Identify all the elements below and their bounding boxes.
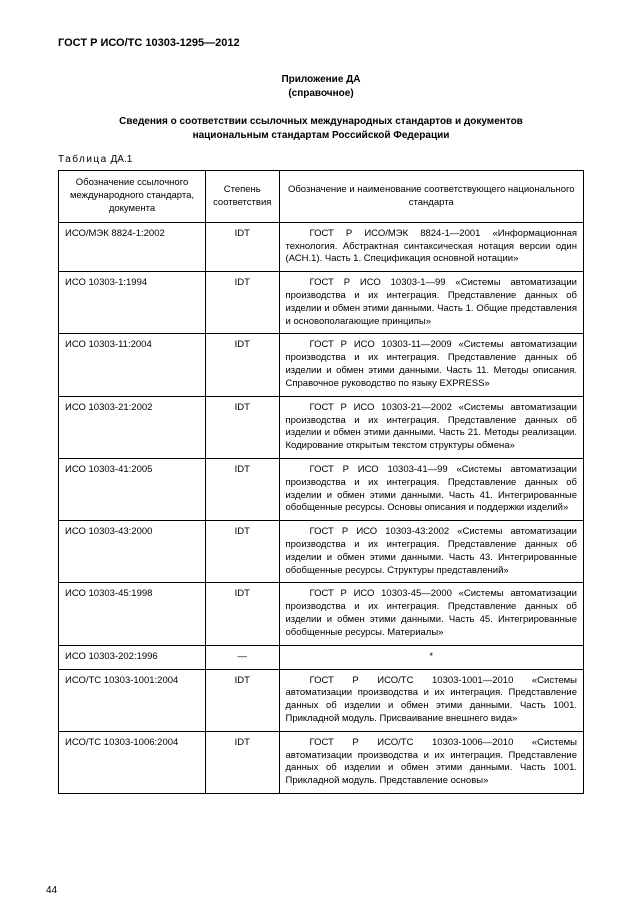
cell-description: ГОСТ Р ИСО 10303-21—2002 «Системы автома… [279, 396, 584, 458]
table-body: ИСО/МЭК 8824-1:2002IDTГОСТ Р ИСО/МЭК 882… [59, 222, 584, 793]
cell-degree: IDT [206, 396, 280, 458]
cell-degree: IDT [206, 272, 280, 334]
cell-degree: IDT [206, 458, 280, 520]
page-number: 44 [46, 884, 57, 898]
cell-reference: ИСО/ТС 10303-1001:2004 [59, 669, 206, 731]
table-row: ИСО 10303-202:1996—* [59, 645, 584, 669]
appendix-subtitle: (справочное) [58, 87, 584, 101]
table-caption-suffix: ДА.1 [108, 154, 133, 165]
cell-reference: ИСО 10303-202:1996 [59, 645, 206, 669]
cell-degree: IDT [206, 222, 280, 271]
cell-reference: ИСО 10303-45:1998 [59, 583, 206, 645]
cell-reference: ИСО/ТС 10303-1006:2004 [59, 731, 206, 793]
cell-description: ГОСТ Р ИСО 10303-45—2000 «Системы автома… [279, 583, 584, 645]
cell-reference: ИСО 10303-21:2002 [59, 396, 206, 458]
col-header-reference: Обозначение ссылочного международного ст… [59, 171, 206, 222]
table-row: ИСО 10303-45:1998IDTГОСТ Р ИСО 10303-45—… [59, 583, 584, 645]
cell-degree: — [206, 645, 280, 669]
cell-description: ГОСТ Р ИСО 10303-11—2009 «Системы автома… [279, 334, 584, 396]
table-header-row: Обозначение ссылочного международного ст… [59, 171, 584, 222]
appendix-title: Приложение ДА [58, 73, 584, 87]
table-row: ИСО 10303-41:2005IDTГОСТ Р ИСО 10303-41—… [59, 458, 584, 520]
section-subtitle: национальным стандартам Российской Федер… [58, 129, 584, 143]
cell-description: ГОСТ Р ИСО/ТС 10303-1001—2010 «Системы а… [279, 669, 584, 731]
table-row: ИСО/МЭК 8824-1:2002IDTГОСТ Р ИСО/МЭК 882… [59, 222, 584, 271]
cell-degree: IDT [206, 669, 280, 731]
document-page: ГОСТ Р ИСО/ТС 10303-1295—2012 Приложение… [0, 0, 630, 913]
cell-description: ГОСТ Р ИСО/ТС 10303-1006—2010 «Системы а… [279, 731, 584, 793]
col-header-description: Обозначение и наименование соответствующ… [279, 171, 584, 222]
col-header-degree: Степень соответствия [206, 171, 280, 222]
cell-description: ГОСТ Р ИСО 10303-43:2002 «Системы автома… [279, 521, 584, 583]
table-row: ИСО 10303-11:2004IDTГОСТ Р ИСО 10303-11—… [59, 334, 584, 396]
cell-description: ГОСТ Р ИСО/МЭК 8824-1—2001 «Информационн… [279, 222, 584, 271]
cell-degree: IDT [206, 521, 280, 583]
table-row: ИСО/ТС 10303-1006:2004IDTГОСТ Р ИСО/ТС 1… [59, 731, 584, 793]
table-row: ИСО 10303-1:1994IDTГОСТ Р ИСО 10303-1—99… [59, 272, 584, 334]
cell-reference: ИСО 10303-11:2004 [59, 334, 206, 396]
cell-reference: ИСО/МЭК 8824-1:2002 [59, 222, 206, 271]
section-title: Сведения о соответствии ссылочных междун… [58, 115, 584, 129]
standards-table: Обозначение ссылочного международного ст… [58, 170, 584, 794]
cell-description: ГОСТ Р ИСО 10303-1—99 «Системы автоматиз… [279, 272, 584, 334]
cell-degree: IDT [206, 334, 280, 396]
cell-reference: ИСО 10303-41:2005 [59, 458, 206, 520]
cell-description: * [279, 645, 584, 669]
table-row: ИСО/ТС 10303-1001:2004IDTГОСТ Р ИСО/ТС 1… [59, 669, 584, 731]
cell-description: ГОСТ Р ИСО 10303-41—99 «Системы автомати… [279, 458, 584, 520]
document-code-header: ГОСТ Р ИСО/ТС 10303-1295—2012 [58, 36, 584, 51]
cell-reference: ИСО 10303-43:2000 [59, 521, 206, 583]
cell-degree: IDT [206, 731, 280, 793]
table-row: ИСО 10303-21:2002IDTГОСТ Р ИСО 10303-21—… [59, 396, 584, 458]
table-row: ИСО 10303-43:2000IDTГОСТ Р ИСО 10303-43:… [59, 521, 584, 583]
cell-reference: ИСО 10303-1:1994 [59, 272, 206, 334]
cell-degree: IDT [206, 583, 280, 645]
table-caption: Таблица ДА.1 [58, 153, 584, 167]
table-caption-prefix: Таблица [58, 154, 108, 165]
